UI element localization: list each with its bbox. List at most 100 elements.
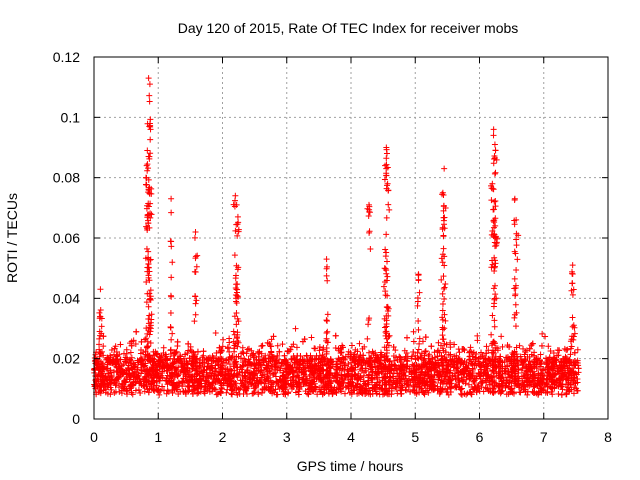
data-point [492,358,499,365]
data-point [425,353,432,360]
data-point [426,365,433,372]
data-point [546,354,553,361]
data-point [264,339,271,346]
data-point [441,284,448,291]
data-point [491,243,498,250]
data-point [174,380,181,387]
data-point [544,376,551,383]
data-point [435,376,442,383]
data-point [354,360,361,367]
data-point [513,236,520,243]
data-point [241,383,248,390]
data-point [563,381,570,388]
data-point [513,216,520,223]
data-point [348,366,355,373]
data-point [143,325,150,332]
data-point [447,351,454,358]
data-point [568,336,575,343]
data-point [294,380,301,387]
data-point [456,378,463,385]
data-point [115,374,122,381]
data-point [226,339,233,346]
data-point [194,348,201,355]
data-point [231,356,238,363]
data-point [235,219,242,226]
data-point [545,370,552,377]
data-point [398,384,405,391]
data-point [245,345,252,352]
data-point [440,245,447,252]
data-point [131,373,138,380]
data-point [215,361,222,368]
data-point [506,383,513,390]
data-point [573,359,580,366]
data-point [439,251,446,258]
data-point [132,387,139,394]
data-point [189,390,196,397]
x-tick-label: 4 [347,429,355,445]
data-point [194,385,201,392]
data-point [275,360,282,367]
data-point [469,366,476,373]
data-point [381,315,388,322]
data-point [555,368,562,375]
data-point [231,313,238,320]
data-point [290,341,297,348]
data-point [439,191,446,198]
data-point [233,281,240,288]
data-point [144,351,151,358]
data-point [341,376,348,383]
data-point [320,356,327,363]
data-point [383,344,390,351]
data-point [491,198,498,205]
data-point [142,360,149,367]
data-point [328,358,335,365]
x-axis-label: GPS time / hours [297,458,404,474]
data-point [208,357,215,364]
data-point [282,365,289,372]
data-point [323,256,330,263]
data-point [385,333,392,340]
data-point [442,317,449,324]
data-point [242,381,249,388]
data-point [529,340,536,347]
data-point [136,357,143,364]
data-point [190,349,197,356]
data-point [458,371,465,378]
data-point [493,344,500,351]
data-point [137,389,144,396]
data-point [217,349,224,356]
x-tick-label: 8 [604,429,612,445]
data-point [389,361,396,368]
data-point [156,377,163,384]
data-point [171,359,178,366]
data-point [513,230,520,237]
data-point [397,354,404,361]
data-point [522,349,529,356]
data-point [441,296,448,303]
data-point [252,362,259,369]
data-point [193,263,200,270]
data-point [485,347,492,354]
data-point [483,363,490,370]
data-point [199,373,206,380]
data-point [256,348,263,355]
data-point [231,381,238,388]
data-point [94,373,101,380]
data-point [218,348,225,355]
data-point [163,375,170,382]
data-point [452,383,459,390]
data-point [386,377,393,384]
data-point [490,132,497,139]
data-point [338,349,345,356]
data-point [336,379,343,386]
data-point [404,358,411,365]
data-point [365,349,372,356]
data-point [118,362,125,369]
data-point [531,383,538,390]
data-point [142,181,149,188]
data-point [193,366,200,373]
data-point [193,376,200,383]
data-point [416,389,423,396]
data-point [219,343,226,350]
